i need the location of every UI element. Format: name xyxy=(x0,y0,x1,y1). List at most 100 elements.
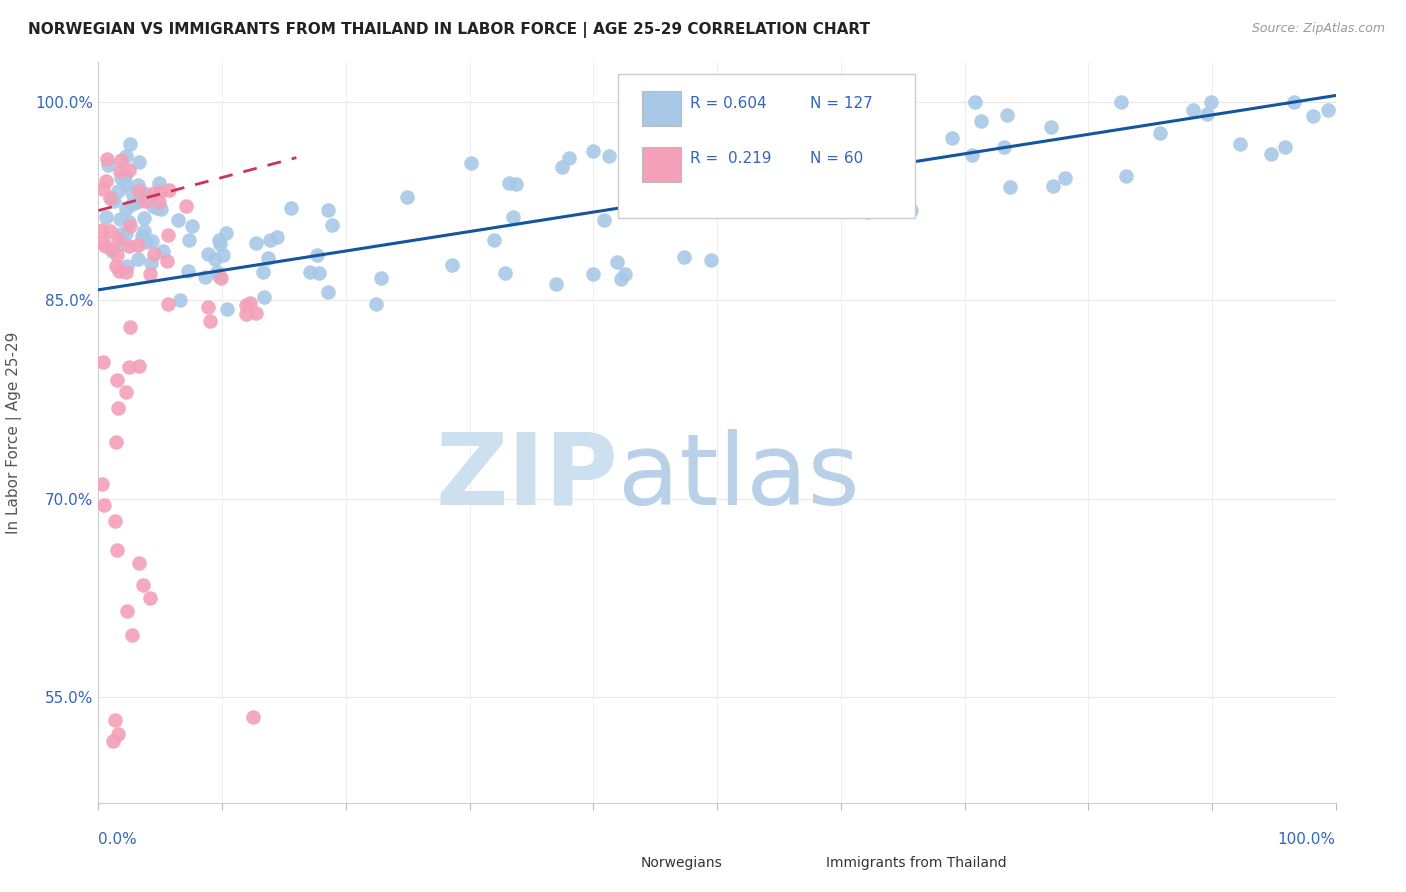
Point xyxy=(107,401,129,416)
Point xyxy=(115,259,138,273)
Text: R =  0.219: R = 0.219 xyxy=(690,152,772,166)
Point xyxy=(174,199,197,213)
Point xyxy=(177,264,200,278)
Point xyxy=(299,265,322,279)
Point xyxy=(97,158,120,172)
Point xyxy=(266,230,288,244)
Point xyxy=(96,210,118,224)
Point xyxy=(91,355,114,369)
Point xyxy=(205,264,228,278)
FancyBboxPatch shape xyxy=(785,855,821,871)
Text: atlas: atlas xyxy=(619,428,859,525)
Point xyxy=(969,113,991,128)
Point xyxy=(105,373,128,387)
Point xyxy=(110,170,132,185)
Point xyxy=(91,477,114,491)
Point xyxy=(769,154,792,169)
Point xyxy=(855,205,877,219)
Point xyxy=(110,227,132,241)
Point xyxy=(132,186,155,201)
Point xyxy=(215,226,238,240)
Point xyxy=(197,300,219,314)
Point xyxy=(316,202,339,217)
Point xyxy=(98,192,121,206)
Point xyxy=(1274,139,1296,153)
Point xyxy=(366,296,388,310)
Text: Source: ZipAtlas.com: Source: ZipAtlas.com xyxy=(1251,22,1385,36)
Point xyxy=(700,253,723,268)
Point xyxy=(148,177,170,191)
Point xyxy=(831,133,853,147)
Point xyxy=(679,178,702,193)
Point xyxy=(118,319,141,334)
Point xyxy=(104,434,127,449)
Point xyxy=(208,269,231,284)
Point xyxy=(582,144,605,158)
Point xyxy=(107,184,129,198)
Point xyxy=(128,184,150,198)
Point xyxy=(460,156,482,170)
Point xyxy=(544,277,567,291)
Point xyxy=(245,236,267,251)
Point xyxy=(941,131,963,145)
Point xyxy=(115,149,138,163)
Point xyxy=(672,250,695,264)
Point xyxy=(498,177,520,191)
Point xyxy=(127,238,149,252)
Point xyxy=(208,234,231,248)
Point xyxy=(101,191,124,205)
Point xyxy=(156,253,179,268)
Point xyxy=(110,153,132,167)
Point xyxy=(256,252,278,266)
Point xyxy=(900,202,922,217)
Point xyxy=(169,293,191,307)
Point xyxy=(505,177,527,191)
Point xyxy=(114,169,136,184)
Point xyxy=(111,236,134,251)
Point xyxy=(115,265,138,279)
Point xyxy=(835,171,858,186)
Point xyxy=(157,183,180,197)
Text: N = 60: N = 60 xyxy=(810,152,863,166)
Point xyxy=(115,226,138,240)
Point xyxy=(209,236,232,251)
Point xyxy=(139,256,162,270)
Point xyxy=(245,305,267,319)
Point xyxy=(1197,106,1219,120)
Point xyxy=(125,194,148,209)
Point xyxy=(93,182,115,196)
Point xyxy=(593,212,616,227)
Text: Immigrants from Thailand: Immigrants from Thailand xyxy=(825,856,1007,870)
Point xyxy=(1260,147,1282,161)
Point xyxy=(135,235,157,249)
Point xyxy=(167,213,190,227)
Point xyxy=(725,156,748,170)
Point xyxy=(118,239,141,253)
Text: 0.0%: 0.0% xyxy=(98,831,138,847)
Point xyxy=(100,244,122,258)
Point xyxy=(114,177,136,191)
Point xyxy=(204,252,226,266)
Point xyxy=(993,140,1015,154)
Point xyxy=(152,244,174,258)
Point xyxy=(117,163,139,178)
Point xyxy=(551,160,574,174)
Point xyxy=(94,239,117,253)
FancyBboxPatch shape xyxy=(599,855,636,871)
Point xyxy=(129,189,152,203)
Point xyxy=(960,147,983,161)
Point xyxy=(107,727,129,741)
Point xyxy=(91,223,114,237)
Point xyxy=(120,219,142,233)
Point xyxy=(104,713,127,727)
Point xyxy=(101,734,124,748)
Point xyxy=(115,605,138,619)
Point xyxy=(1282,95,1305,109)
Point xyxy=(121,196,143,211)
Point xyxy=(177,233,200,247)
Point xyxy=(131,229,153,244)
Text: 100.0%: 100.0% xyxy=(1278,831,1336,847)
Point xyxy=(482,233,505,247)
Point xyxy=(156,297,179,311)
Point xyxy=(146,201,169,215)
